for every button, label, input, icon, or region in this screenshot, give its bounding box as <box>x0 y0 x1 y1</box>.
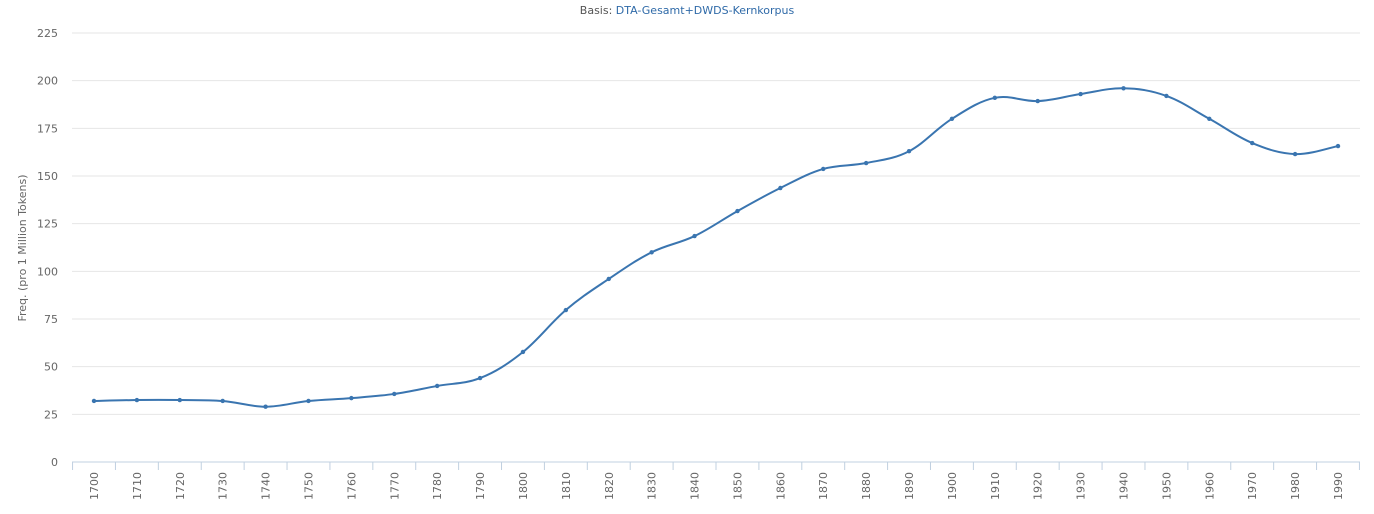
data-point <box>863 160 869 166</box>
x-tick-label: 1880 <box>860 472 873 500</box>
x-tick-label: 1960 <box>1203 472 1216 500</box>
data-point <box>263 404 268 409</box>
x-tick-label: 1860 <box>774 472 787 500</box>
data-point <box>1078 91 1083 97</box>
x-tick-label: 1840 <box>689 472 702 500</box>
title-prefix: Basis: <box>579 4 613 17</box>
data-point <box>1164 93 1169 99</box>
x-tick-label: 1750 <box>302 472 315 500</box>
data-point <box>520 349 526 355</box>
x-tick-label: 1810 <box>560 472 573 500</box>
y-tick-label: 50 <box>44 361 58 374</box>
data-point <box>563 307 569 313</box>
data-point <box>1035 98 1040 104</box>
data-point <box>692 233 697 239</box>
y-tick-label: 175 <box>37 122 58 135</box>
y-tick-label: 25 <box>44 408 58 421</box>
data-point <box>821 166 826 172</box>
y-tick-label: 125 <box>37 218 58 231</box>
data-point <box>392 391 397 397</box>
y-tick-label: 150 <box>37 170 58 183</box>
data-point <box>606 276 611 282</box>
x-tick-label: 1710 <box>131 472 144 500</box>
x-tick-label: 1740 <box>260 472 273 500</box>
x-tick-label: 1920 <box>1032 472 1045 500</box>
x-tick-label: 1760 <box>345 472 358 500</box>
series-line <box>93 87 1339 408</box>
x-tick-label: 1940 <box>1118 472 1131 500</box>
x-tick-label: 1830 <box>646 472 659 500</box>
data-point <box>220 398 225 404</box>
x-tick-label: 1970 <box>1246 472 1259 500</box>
y-axis-label: Freq. (pro 1 Million Tokens) <box>16 174 29 321</box>
data-point <box>735 208 740 214</box>
x-tick-label: 1770 <box>388 472 401 500</box>
data-point <box>906 149 912 154</box>
data-point <box>778 185 783 191</box>
x-tick-label: 1850 <box>731 472 744 500</box>
data-point <box>177 397 182 403</box>
chart-title: Basis: DTA-Gesamt+DWDS-Kernkorpus <box>0 4 1374 17</box>
data-point <box>1292 151 1298 157</box>
x-tick-label: 1990 <box>1332 472 1345 500</box>
title-corpus-link[interactable]: DTA-Gesamt+DWDS-Kernkorpus <box>615 4 795 17</box>
data-point <box>992 95 998 101</box>
data-point <box>1207 116 1212 122</box>
y-tick-label: 75 <box>44 313 58 326</box>
data-point <box>91 398 97 404</box>
x-tick-label: 1950 <box>1160 472 1173 500</box>
x-tick-label: 1910 <box>989 472 1002 500</box>
x-tick-label: 1870 <box>817 472 830 500</box>
x-tick-label: 1800 <box>517 472 530 500</box>
data-point <box>434 383 440 389</box>
x-tick-label: 1700 <box>88 472 101 500</box>
data-point <box>1121 86 1126 91</box>
x-tick-label: 1980 <box>1289 472 1302 500</box>
y-tick-label: 0 <box>51 456 58 469</box>
x-tick-label: 1900 <box>946 472 959 500</box>
x-tick-label: 1780 <box>431 472 444 500</box>
x-tick-label: 1890 <box>903 472 916 500</box>
x-tick-label: 1930 <box>1075 472 1088 500</box>
x-tick-label: 1730 <box>217 472 230 500</box>
y-tick-label: 100 <box>37 265 58 278</box>
data-point <box>1335 143 1341 149</box>
data-point <box>649 250 654 255</box>
data-point <box>134 397 140 403</box>
data-point <box>306 398 311 404</box>
x-tick-label: 1720 <box>174 472 187 500</box>
y-tick-label: 200 <box>37 75 58 88</box>
x-tick-label: 1790 <box>474 472 487 500</box>
x-tick-label: 1820 <box>603 472 616 500</box>
data-point <box>477 375 483 381</box>
data-point <box>349 395 354 401</box>
data-point <box>949 116 955 122</box>
data-point <box>1250 140 1255 146</box>
y-tick-label: 225 <box>37 27 58 40</box>
